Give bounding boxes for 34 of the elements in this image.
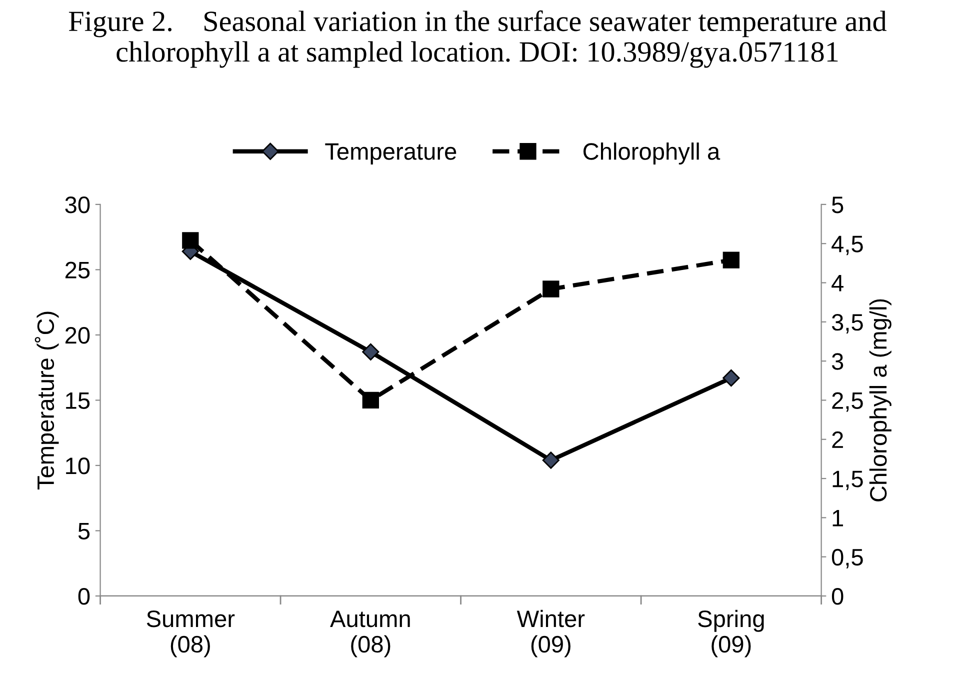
- y-tick-label: 25: [65, 262, 90, 278]
- point: [542, 280, 560, 298]
- point: [182, 232, 199, 249]
- legend-label: Temperature: [325, 143, 456, 165]
- y-tick-label: 5: [78, 523, 90, 540]
- point: [722, 252, 740, 268]
- y-axis-title: Temperature (˚C): [34, 312, 59, 490]
- legend-label: Chlorophyll a: [583, 142, 720, 165]
- point: [362, 392, 379, 409]
- y2-tick-label: 3,5: [832, 314, 863, 334]
- x-tick-label: Spring (09): [698, 610, 764, 658]
- x-tick-label: Summer (08): [146, 610, 235, 658]
- y-tick-label: 15: [66, 392, 90, 409]
- y2-tick-label: 4: [832, 275, 844, 292]
- y2-tick-label: 2,5: [832, 392, 863, 412]
- y2-axis-title: Chlorophyll a (mg/l): [869, 299, 892, 502]
- y2-tick-label: 4,5: [832, 236, 863, 256]
- y-tick-label: 30: [65, 196, 90, 214]
- y-tick-label: 20: [65, 327, 90, 344]
- y-tick-label: 0: [78, 588, 90, 605]
- y2-tick-label: 5: [832, 196, 844, 214]
- y2-tick-label: 1: [832, 510, 843, 526]
- y2-tick-label: 0: [832, 588, 844, 605]
- point: [542, 452, 560, 469]
- y2-tick-label: 2: [832, 431, 843, 448]
- y2-tick-label: 0,5: [832, 548, 863, 568]
- point: [722, 369, 740, 387]
- y-tick-label: 10: [66, 458, 90, 474]
- y2-tick-label: 1,5: [832, 470, 863, 490]
- y2-tick-label: 3: [832, 353, 844, 370]
- x-tick-label: Autumn (08): [330, 610, 410, 658]
- x-tick-label: Winter (09): [516, 610, 585, 658]
- chart-title: Figure 2. Seasonal variation in the surface seawater temperature and chlorophyll a at sampled location. DOI: 10.3989/gya.0571181: [68, 10, 887, 68]
- point: [362, 343, 380, 360]
